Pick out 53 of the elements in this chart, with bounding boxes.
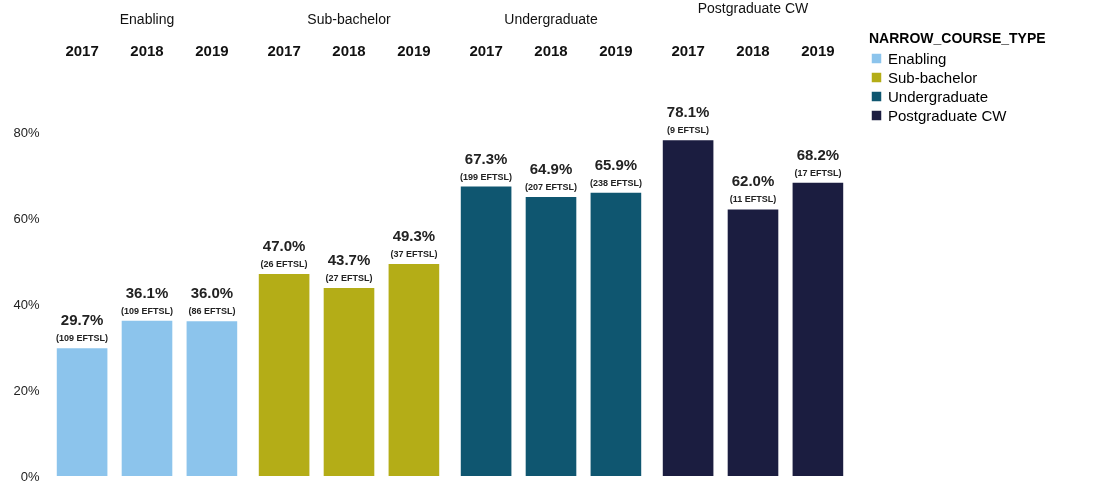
chart-title: Postgraduate CW xyxy=(697,0,810,16)
bar xyxy=(186,321,238,476)
annotation: (207 EFTSL) xyxy=(524,181,578,192)
annotation: (109 EFTSL) xyxy=(56,333,109,344)
data-label: 62.0% xyxy=(731,172,775,190)
annotation: (109 EFTSL) xyxy=(120,305,174,316)
bar xyxy=(121,320,173,476)
x-tick-label: 2018 xyxy=(736,41,770,59)
data-label: 78.1% xyxy=(666,103,710,121)
annotation: (26 EFTSL) xyxy=(260,258,308,269)
data-label: 43.7% xyxy=(327,251,371,269)
x-tick-label: 2019 xyxy=(195,41,229,59)
x-tick-label: 2018 xyxy=(332,41,366,59)
annotation: (238 EFTSL) xyxy=(589,177,642,188)
data-label: 49.3% xyxy=(392,227,436,245)
x-tick-label: 2018 xyxy=(130,41,164,59)
data-label: 67.3% xyxy=(464,149,508,167)
annotation: (37 EFTSL) xyxy=(390,249,438,260)
y-tick-label: 40% xyxy=(13,296,40,312)
annotation: (11 EFTSL) xyxy=(729,194,777,205)
chart-title: Undergraduate xyxy=(504,11,598,27)
legend-label: Sub-bachelor xyxy=(888,68,978,86)
y-tick-label: 60% xyxy=(13,210,40,226)
annotation: (9 EFTSL) xyxy=(667,125,710,136)
data-label: 64.9% xyxy=(529,159,573,177)
bar xyxy=(56,348,108,476)
x-tick-label: 2019 xyxy=(397,41,431,59)
legend-label: Undergraduate xyxy=(888,87,989,105)
data-label: 65.9% xyxy=(594,155,638,173)
chart-title: Sub-bachelor xyxy=(307,11,391,27)
data-label: 68.2% xyxy=(796,145,840,163)
x-tick-label: 2017 xyxy=(65,41,99,59)
annotation: (86 EFTSL) xyxy=(188,306,236,317)
y-tick-label: 0% xyxy=(20,468,40,484)
data-label: 29.7% xyxy=(60,311,104,329)
data-label: 36.1% xyxy=(125,283,169,301)
data-label: 36.0% xyxy=(190,284,234,302)
legend-label: Enabling xyxy=(888,49,947,67)
annotation: (17 EFTSL) xyxy=(794,167,842,178)
x-tick-label: 2017 xyxy=(267,41,301,59)
x-tick-label: 2019 xyxy=(801,41,835,59)
legend-label: Postgraduate CW xyxy=(888,106,1008,124)
y-tick-label: 80% xyxy=(13,124,40,140)
chart-title: Enabling xyxy=(119,11,175,27)
data-label: 47.0% xyxy=(262,236,306,254)
annotation: (27 EFTSL) xyxy=(325,273,373,284)
x-tick-label: 2017 xyxy=(469,41,503,59)
y-tick-label: 20% xyxy=(13,382,40,398)
x-tick-label: 2017 xyxy=(671,41,705,59)
x-tick-label: 2019 xyxy=(599,41,633,59)
annotation: (199 EFTSL) xyxy=(460,171,513,182)
x-tick-label: 2018 xyxy=(534,41,568,59)
legend-title: NARROW_COURSE_TYPE xyxy=(869,30,1046,46)
